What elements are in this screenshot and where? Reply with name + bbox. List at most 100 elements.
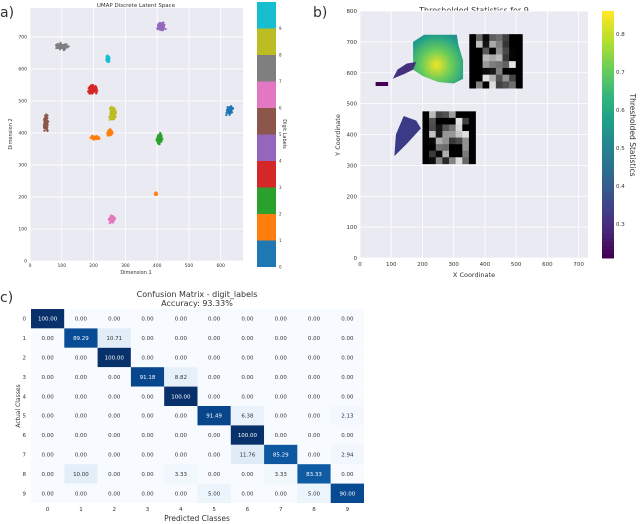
digit-image-pixel xyxy=(429,131,437,138)
stats-region-tail xyxy=(392,61,417,79)
cm-cell-value: 0.00 xyxy=(141,394,154,400)
stats-colorbar-segment xyxy=(602,72,614,78)
stats-colorbar-segment xyxy=(602,130,614,135)
digit-image-pixel xyxy=(475,47,483,55)
cm-cell xyxy=(230,367,265,387)
umap-cluster-4 xyxy=(156,21,167,32)
cm-cell xyxy=(330,444,364,465)
digit-image-pixel xyxy=(469,34,477,42)
umap-cluster-5 xyxy=(42,113,50,133)
cm-cell xyxy=(230,347,265,368)
digit-image-pixel xyxy=(515,40,523,48)
cm-cell-value: 85.29 xyxy=(273,453,289,459)
panel-label-c: c) xyxy=(0,290,13,306)
cm-cell xyxy=(230,425,265,445)
umap-point xyxy=(159,136,162,139)
cm-cell-value: 0.00 xyxy=(42,472,55,478)
umap-xtick-label: 500 xyxy=(185,263,194,269)
digit-image-pixel xyxy=(482,81,490,89)
cm-cell-value: 0.00 xyxy=(175,453,188,459)
cm-cell xyxy=(97,425,131,445)
cm-cell-value: 0.00 xyxy=(241,317,254,323)
digit-image-pixel xyxy=(429,150,437,158)
cm-ylabel: Actual Classes xyxy=(15,384,22,427)
cm-cell xyxy=(164,386,198,406)
cm-cell xyxy=(297,347,331,368)
stats-ytick-label: 400 xyxy=(347,133,358,139)
cm-cell-value: 0.00 xyxy=(75,433,88,439)
stats-title: Thresholded Statistics for 9 xyxy=(418,6,529,15)
digit-image-pixel xyxy=(435,131,443,138)
cm-cell xyxy=(164,367,198,387)
umap-point xyxy=(106,132,109,135)
digit-image-pixel xyxy=(515,74,523,82)
cm-cell xyxy=(164,444,198,465)
cm-cell xyxy=(330,367,364,387)
cm-ytick-label: 2 xyxy=(23,356,27,362)
stats-colorbar-segment xyxy=(602,188,614,193)
digit-image-pixel xyxy=(469,61,477,69)
cm-cell xyxy=(297,425,331,445)
umap-point xyxy=(112,110,116,113)
stats-colorbar-segment xyxy=(602,142,614,148)
stats-colorbar-tick: 0.7 xyxy=(616,70,625,76)
stats-colorbar-segment xyxy=(602,48,614,53)
cm-cell xyxy=(31,444,65,465)
digit-image-pixel xyxy=(475,54,483,62)
umap-point xyxy=(106,55,109,58)
cm-cell-value: 3.33 xyxy=(275,472,288,478)
cm-cell-value: 0.00 xyxy=(308,336,321,342)
umap-point xyxy=(164,27,167,31)
cm-ytick-label: 8 xyxy=(23,472,27,478)
digit-image-pixel xyxy=(475,81,483,89)
cm-cell xyxy=(330,464,364,484)
umap-point xyxy=(44,115,47,118)
digit-image-pixel xyxy=(495,61,503,69)
digit-image-pixel xyxy=(455,150,463,158)
stats-xtick-label: 600 xyxy=(542,262,553,268)
digit-image-pixel xyxy=(509,61,517,69)
stats-colorbar-segment xyxy=(602,216,614,222)
digit-image-pixel xyxy=(469,74,477,82)
digit-image-pixel xyxy=(462,150,470,158)
digit-image-pixel xyxy=(469,40,477,48)
cm-cell xyxy=(97,347,131,368)
digit-image-pixel xyxy=(422,111,430,119)
digit-image-pixel xyxy=(429,124,437,132)
cm-cell xyxy=(130,425,165,445)
cm-cell-value: 8.82 xyxy=(175,375,187,381)
cm-cell-value: 0.00 xyxy=(42,375,55,381)
stats-colorbar-segment xyxy=(602,64,614,70)
stats-colorbar-segment xyxy=(602,105,614,111)
digit-image-pixel xyxy=(509,47,517,55)
digit-image-pixel xyxy=(449,124,456,132)
cm-cell xyxy=(130,406,165,426)
umap-point xyxy=(109,221,112,224)
stats-colorbar-segment xyxy=(602,113,614,119)
digit-image-pixel xyxy=(442,137,450,145)
cm-cell xyxy=(330,386,364,406)
digit-image-pixel xyxy=(515,61,523,69)
umap-colorbar-tick: 6 xyxy=(279,106,282,111)
stats-colorbar-segment xyxy=(602,109,614,115)
cm-cell-value: 0.00 xyxy=(108,433,121,439)
umap-point xyxy=(111,217,115,220)
cm-cell-value: 91.49 xyxy=(206,414,222,420)
umap-xtick-label: 200 xyxy=(89,263,98,269)
cm-cell-value: 0.00 xyxy=(141,472,154,478)
digit-image-pixel xyxy=(422,144,430,152)
cm-cell-value: 0.00 xyxy=(75,491,88,497)
cm-ytick-label: 6 xyxy=(23,433,27,439)
digit-image-pixel xyxy=(455,111,463,119)
umap-point xyxy=(160,24,164,27)
cm-cell-value: 0.00 xyxy=(175,433,188,439)
cm-cell-value: 0.00 xyxy=(208,472,221,478)
stats-region-small xyxy=(375,82,389,87)
digit-image-pixel xyxy=(468,144,476,152)
cm-cell xyxy=(297,483,331,503)
cm-cell xyxy=(230,386,265,406)
umap-cluster-6 xyxy=(107,214,117,225)
digit-image-pixel xyxy=(442,124,450,132)
digit-image-pixel xyxy=(482,67,490,75)
digit-image-pixel xyxy=(449,150,456,158)
